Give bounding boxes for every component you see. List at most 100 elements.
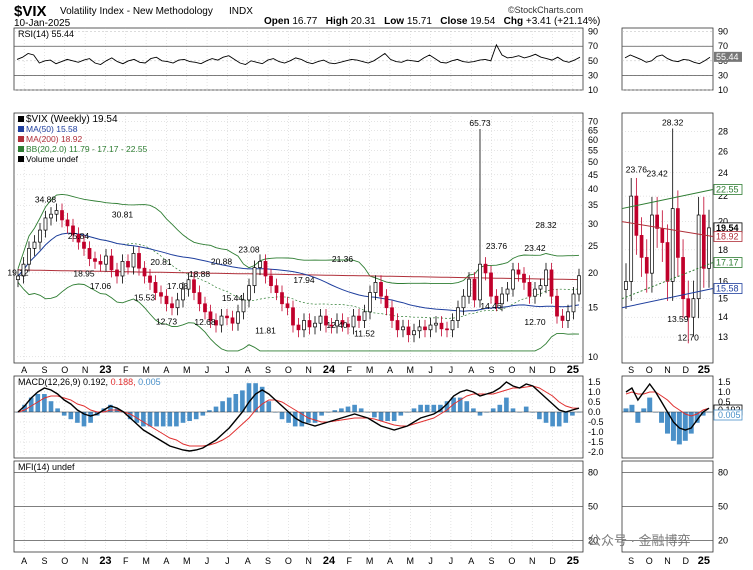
candle-body	[483, 263, 488, 274]
x-tick-bottom: A	[245, 556, 251, 566]
candle-body	[49, 213, 53, 219]
high-value: 20.31	[350, 16, 376, 27]
macd-histogram-bar	[372, 412, 377, 418]
zoom-price-point-label: 23.42	[646, 168, 668, 178]
x-tick-bottom: A	[387, 556, 393, 566]
candle-body	[38, 229, 42, 243]
candle-body	[208, 311, 213, 321]
zoom-macd-histogram-bar	[641, 408, 647, 412]
candle-body	[104, 255, 108, 265]
x-tick-price: A	[245, 365, 251, 375]
zoom-candle-body	[629, 195, 634, 282]
candle-body	[522, 273, 526, 283]
price-point-label: 34.88	[35, 195, 57, 205]
ohlc-bar: Open 16.77 High 20.31 Low 15.71 Close 19…	[264, 16, 600, 27]
macd-histogram-bar	[286, 412, 291, 423]
zoom-price-y-tick: 14	[718, 312, 728, 322]
rsi-y-tick: 10	[588, 85, 598, 95]
x-tick-bottom: J	[205, 556, 210, 566]
candle-body	[533, 288, 537, 297]
zoom-candle-body	[681, 257, 685, 300]
open-value: 16.77	[292, 16, 318, 27]
price-point-label: 15.44	[222, 293, 244, 303]
price-y-tick: 55	[588, 146, 598, 156]
zoom-price-point-label: 28.32	[662, 117, 684, 127]
candle-body	[203, 303, 207, 313]
price-point-label: 65.73	[469, 118, 491, 128]
candle-body	[247, 285, 251, 301]
candle-body	[126, 261, 130, 268]
x-tick-price: A	[163, 365, 169, 375]
zoom-price-point-label: 12.70	[678, 332, 700, 342]
candle-body	[511, 269, 515, 290]
candle-body	[142, 267, 147, 277]
x-tick-bottom: 25	[567, 555, 579, 567]
macd-y-tick: 1.0	[588, 387, 601, 397]
chg-value: +3.41 (+21.14%)	[525, 16, 601, 27]
macd-histogram-bar	[457, 397, 463, 412]
zoom-mfi-y-tick: 50	[718, 502, 728, 512]
rsi-legend: RSI(14) 55.44	[18, 29, 74, 39]
price-point-label: 17.94	[293, 275, 315, 285]
macd-y-tick: -2.0	[588, 447, 604, 457]
candle-body	[368, 292, 372, 313]
candle-body	[340, 320, 345, 325]
zoom-macd-histogram-bar	[647, 397, 653, 412]
macd-histogram-bar	[160, 412, 166, 427]
macd-histogram-bar	[35, 394, 41, 412]
zoom-macd-histogram-bar	[688, 412, 694, 434]
macd-histogram-bar	[147, 412, 153, 427]
candle-body	[351, 315, 356, 328]
candle-body	[401, 326, 405, 331]
candle-body	[566, 311, 570, 321]
candle-body	[159, 292, 163, 297]
candle-body	[236, 311, 240, 324]
macd-y-tick: -0.5	[588, 417, 604, 427]
macd-legend: MACD(12,26,9) 0.192, 0.188, 0.005	[18, 377, 161, 387]
zoom-price-y-tick: 26	[718, 146, 728, 156]
price-point-label: 12.40	[326, 320, 348, 330]
candle-body	[21, 263, 26, 277]
candle-body	[439, 322, 444, 330]
candle-body	[93, 258, 97, 262]
candle-body	[98, 261, 103, 265]
macd-histogram-bar	[233, 394, 239, 412]
candle-body	[318, 315, 323, 324]
zoom-price-y-tick: 15	[718, 294, 728, 304]
x-tick-price: S	[489, 365, 495, 375]
candle-body	[241, 299, 246, 313]
price-point-label: 20.88	[211, 257, 233, 267]
zoom-macd-histogram-bar	[635, 412, 641, 423]
candle-body	[538, 285, 543, 290]
price-y-tick: 10	[588, 352, 598, 362]
macd-histogram-bar	[352, 404, 357, 412]
candle-body	[555, 295, 559, 317]
macd-histogram-bar	[134, 412, 140, 423]
macd-histogram-bar	[523, 406, 529, 412]
zoom-candle-body	[691, 298, 696, 318]
zoom-price-point-label: 23.76	[626, 164, 648, 174]
price-y-tick: 45	[588, 170, 598, 180]
zoom-macd-histogram-bar	[670, 412, 676, 441]
x-tick-bottom: S	[41, 556, 47, 566]
macd-histogram-bar	[61, 412, 67, 416]
x-tick-bottom: J	[449, 556, 454, 566]
x-tick-bottom: O	[285, 556, 292, 566]
macd-histogram-bar	[200, 412, 206, 416]
ma50-line	[17, 232, 580, 312]
candle-body	[406, 326, 411, 336]
macd-histogram-bar	[504, 397, 509, 412]
macd-histogram-bar	[391, 412, 397, 421]
candle-body	[137, 253, 141, 269]
candle-body	[252, 267, 257, 287]
zoom-mfi-y-tick: 20	[718, 536, 728, 546]
zoom-bollinger-middle	[621, 262, 714, 300]
price-legend-item: BB(20,2.0) 11.79 - 17.17 - 22.55	[26, 144, 148, 154]
macd-histogram-bar	[424, 404, 430, 412]
candle-body	[549, 269, 554, 297]
x-tick-bottom: A	[21, 556, 27, 566]
macd-histogram-bar	[510, 408, 516, 412]
candle-body	[450, 320, 455, 331]
low-value: 15.71	[406, 16, 432, 27]
macd-histogram-bar	[431, 404, 437, 412]
